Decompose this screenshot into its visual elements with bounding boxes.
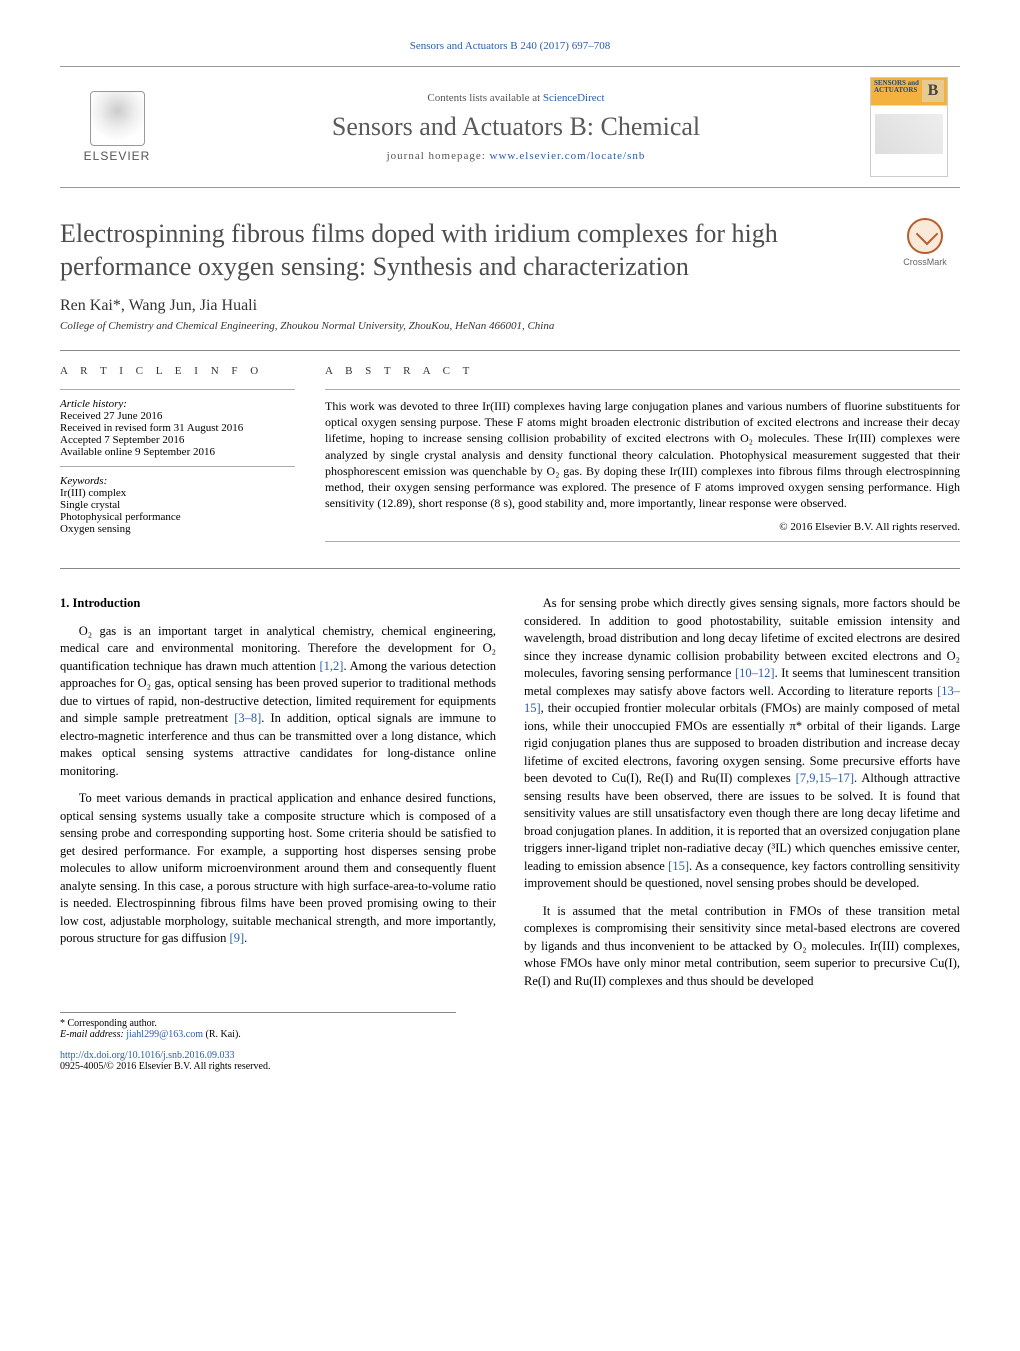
cover-title: SENSORS and ACTUATORS	[874, 80, 921, 94]
contents-prefix: Contents lists available at	[427, 92, 542, 104]
article-info-heading: A R T I C L E I N F O	[60, 365, 295, 377]
keywords-label: Keywords:	[60, 475, 295, 487]
divider	[60, 466, 295, 467]
abstract-copyright: © 2016 Elsevier B.V. All rights reserved…	[325, 521, 960, 533]
affiliation: College of Chemistry and Chemical Engine…	[60, 320, 960, 332]
issn-copyright-line: 0925-4005/© 2016 Elsevier B.V. All right…	[60, 1061, 960, 1072]
abstract-text: This work was devoted to three Ir(III) c…	[325, 398, 960, 511]
history-revised: Received in revised form 31 August 2016	[60, 422, 295, 434]
journal-reference: Sensors and Actuators B 240 (2017) 697–7…	[60, 40, 960, 52]
divider	[60, 389, 295, 390]
contents-available-line: Contents lists available at ScienceDirec…	[172, 92, 860, 104]
history-label: Article history:	[60, 398, 295, 410]
elsevier-label: ELSEVIER	[84, 149, 151, 163]
sciencedirect-link[interactable]: ScienceDirect	[543, 92, 605, 104]
journal-title: Sensors and Actuators B: Chemical	[172, 112, 860, 142]
divider	[60, 568, 960, 569]
journal-cover-thumbnail: SENSORS and ACTUATORS B	[870, 77, 948, 177]
divider	[325, 541, 960, 542]
body-paragraph: It is assumed that the metal contributio…	[524, 903, 960, 991]
email-line: E-mail address: jiahl299@163.com (R. Kai…	[60, 1029, 456, 1040]
abstract-heading: A B S T R A C T	[325, 365, 960, 377]
crossmark-label: CrossMark	[903, 257, 947, 267]
body-paragraph: O₂ gas is an important target in analyti…	[60, 623, 496, 781]
citation-link[interactable]: [7,9,15–17]	[796, 771, 854, 785]
journal-homepage-line: journal homepage: www.elsevier.com/locat…	[172, 150, 860, 162]
keyword: Oxygen sensing	[60, 523, 295, 535]
citation-link[interactable]: [1,2]	[320, 659, 344, 673]
divider	[60, 350, 960, 351]
abstract-block: A B S T R A C T This work was devoted to…	[325, 365, 960, 550]
keyword: Ir(III) complex	[60, 487, 295, 499]
journal-homepage-link[interactable]: www.elsevier.com/locate/snb	[490, 150, 646, 162]
divider	[325, 389, 960, 390]
journal-header: ELSEVIER Contents lists available at Sci…	[60, 66, 960, 188]
body-paragraph: To meet various demands in practical app…	[60, 790, 496, 948]
history-received: Received 27 June 2016	[60, 410, 295, 422]
cover-letter: B	[922, 80, 944, 102]
elsevier-tree-icon	[90, 91, 145, 146]
citation-link[interactable]: [3–8]	[234, 711, 261, 725]
article-info-block: A R T I C L E I N F O Article history: R…	[60, 365, 295, 550]
authors-line: Ren Kai*, Wang Jun, Jia Huali	[60, 297, 960, 315]
citation-link[interactable]: [10–12]	[735, 666, 775, 680]
body-paragraph: As for sensing probe which directly give…	[524, 595, 960, 893]
doi-link[interactable]: http://dx.doi.org/10.1016/j.snb.2016.09.…	[60, 1050, 235, 1061]
keyword: Single crystal	[60, 499, 295, 511]
citation-link[interactable]: [9]	[230, 931, 245, 945]
author-email-link[interactable]: jiahl299@163.com	[126, 1029, 203, 1040]
crossmark-icon	[907, 218, 943, 254]
keyword: Photophysical performance	[60, 511, 295, 523]
citation-link[interactable]: [15]	[668, 859, 689, 873]
article-body: 1. Introduction O₂ gas is an important t…	[60, 595, 960, 990]
homepage-prefix: journal homepage:	[387, 150, 490, 162]
crossmark-badge[interactable]: CrossMark	[890, 218, 960, 267]
elsevier-logo: ELSEVIER	[72, 80, 162, 175]
footnotes: * Corresponding author. E-mail address: …	[60, 1012, 456, 1040]
cover-image-placeholder	[875, 114, 943, 154]
article-title: Electrospinning fibrous films doped with…	[60, 218, 880, 283]
section-heading: 1. Introduction	[60, 595, 496, 613]
history-online: Available online 9 September 2016	[60, 446, 295, 458]
doi-block: http://dx.doi.org/10.1016/j.snb.2016.09.…	[60, 1050, 960, 1072]
corresponding-author-note: * Corresponding author.	[60, 1018, 456, 1029]
history-accepted: Accepted 7 September 2016	[60, 434, 295, 446]
